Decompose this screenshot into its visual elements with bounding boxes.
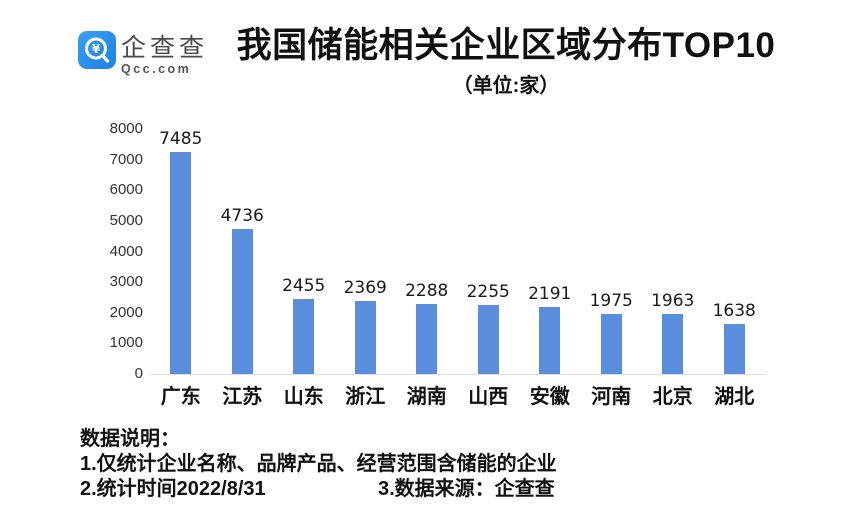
bar-value-label: 4736: [220, 205, 264, 226]
bar: [293, 298, 315, 374]
bar-value-label: 1963: [651, 290, 695, 311]
bar: [231, 228, 253, 374]
x-axis-label: 广东: [160, 386, 201, 408]
bar: [354, 301, 376, 374]
bar-slot: 2369: [335, 129, 397, 374]
bar-value-label: 2255: [466, 281, 510, 302]
y-axis-tick-label: 2000: [109, 303, 143, 321]
bar: [600, 313, 622, 374]
svg-text:¥: ¥: [92, 42, 101, 56]
bar-value-label: 2369: [343, 278, 387, 299]
notes-line-1: 1.仅统计企业名称、品牌产品、经营范围含储能的企业: [80, 453, 557, 475]
y-axis-tick-label: 8000: [109, 120, 143, 137]
x-axis-label: 河南: [591, 386, 632, 408]
y-axis-tick-label: 7000: [109, 150, 143, 168]
qcc-logo-icon: ¥: [78, 31, 116, 69]
bar: [477, 304, 499, 374]
bar: [416, 303, 438, 374]
brand-name-en: Qcc.com: [121, 62, 192, 76]
data-notes: 数据说明： 1.仅统计企业名称、品牌产品、经营范围含储能的企业 2.统计时间20…: [80, 427, 800, 502]
x-axis-label: 山东: [283, 386, 324, 408]
bar-slot: 2455: [273, 129, 335, 374]
notes-line-2a: 2.统计时间2022/8/31: [80, 478, 266, 500]
bar-slot: 1963: [642, 129, 704, 374]
x-axis-label: 北京: [652, 386, 693, 408]
bar: [662, 313, 684, 374]
bar-value-label: 1975: [589, 290, 633, 311]
x-labels-row: 广东 江苏 山东 浙江 湖南 山西 安徽 河南 北京 湖北: [150, 385, 765, 409]
bar-value-label: 7485: [159, 129, 203, 149]
bar-slot: 2191: [519, 129, 581, 374]
bar-value-label: 1638: [712, 300, 756, 321]
bar-slot: 2255: [458, 129, 520, 374]
y-axis-tick-label: 6000: [109, 181, 143, 199]
y-axis-tick-label: 0: [134, 365, 143, 382]
bar: [723, 323, 745, 374]
bar: [170, 152, 192, 374]
y-axis: 0 1000 2000 3000 4000 5000 6000 7000 8000: [55, 121, 143, 382]
y-axis-tick-label: 4000: [109, 242, 143, 260]
notes-line-2: 2.统计时间2022/8/31 3.数据来源：企查查: [80, 477, 800, 502]
bar-slot: 2288: [396, 129, 458, 374]
x-axis-label: 湖北: [714, 386, 755, 408]
bar-value-label: 2191: [528, 283, 572, 304]
bar-slot: 4736: [212, 129, 274, 374]
x-axis-label: 江苏: [222, 386, 263, 408]
bar-slot: 7485: [150, 129, 212, 374]
chart-unit-subtitle: （单位:家）: [452, 75, 560, 97]
notes-line-2b: 3.数据来源：企查查: [378, 478, 555, 500]
bar: [539, 306, 561, 374]
y-axis-tick-label: 5000: [109, 211, 143, 229]
bar-slot: 1975: [581, 129, 643, 374]
bar-slot: 1638: [704, 129, 766, 374]
x-axis-line: [150, 374, 766, 375]
y-axis-tick-label: 3000: [109, 273, 143, 291]
x-axis-label: 湖南: [406, 386, 447, 408]
notes-heading: 数据说明：: [80, 428, 180, 450]
bar-value-label: 2288: [405, 280, 449, 301]
x-axis-label: 浙江: [345, 386, 386, 408]
y-axis-tick-label: 1000: [109, 334, 143, 352]
bars-row: 7485 4736 2455 2369 2288 2255 2191 1975 1963 1638: [150, 129, 765, 374]
x-axis-label: 山西: [468, 386, 509, 408]
x-axis-label: 安徽: [529, 386, 570, 408]
chart-title: 我国储能相关企业区域分布TOP10: [236, 26, 776, 65]
bar-value-label: 2455: [282, 275, 326, 296]
brand-name-cn: 企查查: [121, 34, 209, 62]
